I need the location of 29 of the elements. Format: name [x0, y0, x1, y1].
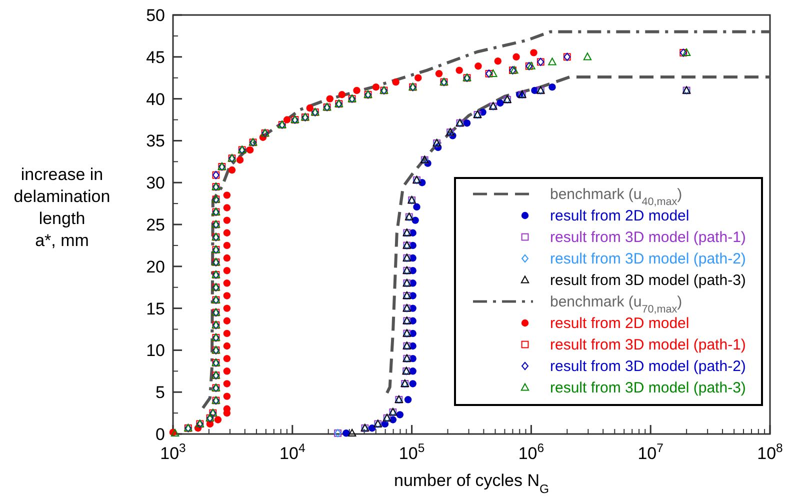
- legend-label: result from 3D model (path-1): [550, 336, 746, 354]
- y-tick-label: 45: [146, 48, 165, 67]
- y-tick-label: 40: [146, 90, 165, 109]
- y-tick-label: 35: [146, 132, 165, 151]
- y-tick-label: 5: [156, 383, 165, 402]
- legend-label: result from 3D model (path-2): [550, 250, 746, 268]
- y-axis-title: increase in delamination length a*, mm: [14, 165, 110, 250]
- legend-label: result from 2D model: [550, 315, 690, 332]
- legend-label: result from 3D model (path-1): [550, 229, 746, 246]
- y-tick-label: 25: [146, 216, 165, 234]
- x-tick-label: 10$^{5}$: [398, 441, 425, 463]
- legend-label: benchmark (u$_{70,max}$): [550, 294, 682, 316]
- legend-label: result from 3D model (path-3): [550, 380, 746, 396]
- legend-label: benchmark (u$_{40,max}$): [550, 186, 682, 208]
- x-tick-label: 10$^{8}$: [757, 441, 784, 463]
- y-tick-label: 20: [146, 257, 165, 276]
- y-tick-label: 15: [146, 299, 165, 318]
- x-tick-label: 10$^{4}$: [280, 441, 306, 463]
- y-tick-label: 0: [156, 425, 165, 444]
- legend-label: result from 3D model (path-2): [550, 358, 746, 375]
- x-tick-label: 10$^{7}$: [638, 441, 664, 463]
- x-tick-label: 10$^{6}$: [518, 441, 544, 463]
- y-tick-label: 30: [146, 174, 165, 193]
- y-tick-label: 10: [146, 341, 165, 360]
- x-tick-label: 10$^{3}$: [160, 441, 186, 463]
- legend-label: result from 3D model (path-3): [550, 272, 746, 289]
- legend-label: result from 2D model: [550, 208, 690, 224]
- y-tick-label: 50: [146, 6, 165, 25]
- x-axis-title: number of cycles N$_{G}$: [394, 471, 550, 496]
